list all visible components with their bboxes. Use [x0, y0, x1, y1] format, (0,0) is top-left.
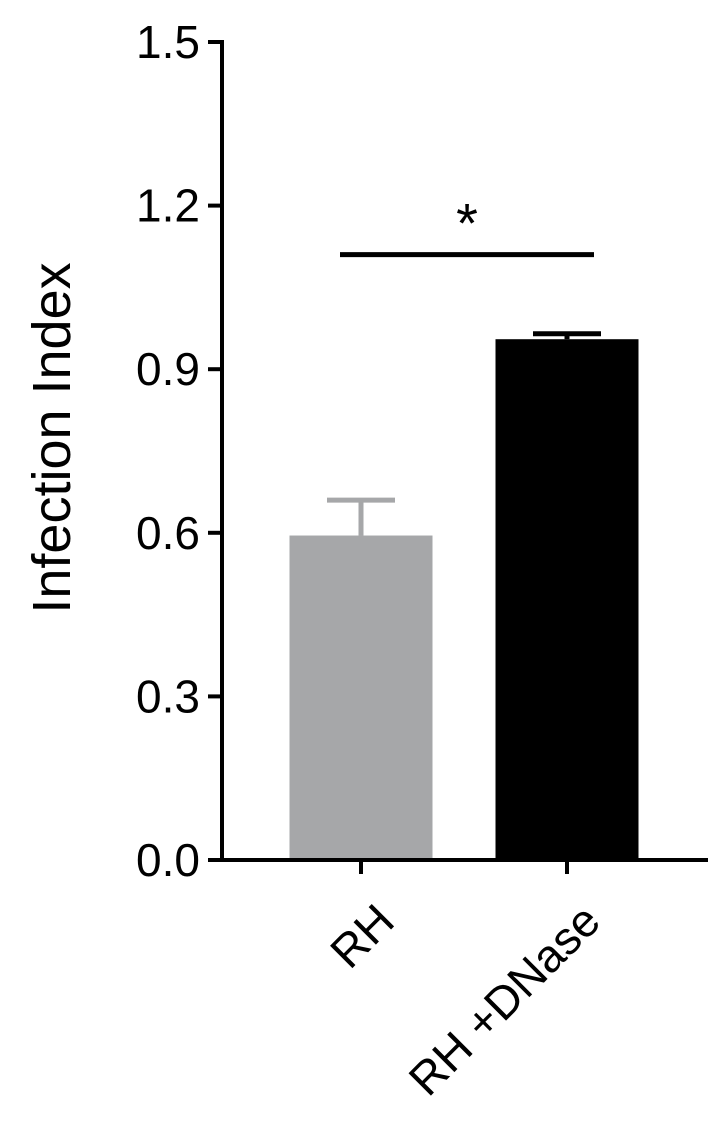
x-tick-label: RH — [320, 894, 404, 978]
y-tick-label: 1.2 — [136, 180, 200, 232]
y-tick-label: 1.5 — [136, 16, 200, 68]
y-tick-label: 0.9 — [136, 343, 200, 395]
x-tick-label: RH +DNase — [399, 894, 610, 1105]
axes-layer — [208, 40, 708, 862]
significance-star: * — [456, 192, 478, 255]
error-bars-layer — [327, 331, 601, 536]
y-ticks-layer: 0.0 0.3 0.6 0.9 1.2 1.5 — [136, 16, 222, 886]
y-tick-label: 0.6 — [136, 507, 200, 559]
significance-layer: * — [340, 192, 594, 258]
y-axis-title: Infection Index — [22, 262, 82, 613]
y-tick-label: 0.3 — [136, 670, 200, 722]
bar-1 — [289, 535, 433, 860]
bars-layer — [289, 339, 639, 860]
y-tick-label: 0.0 — [136, 834, 200, 886]
bar-2 — [495, 339, 639, 860]
